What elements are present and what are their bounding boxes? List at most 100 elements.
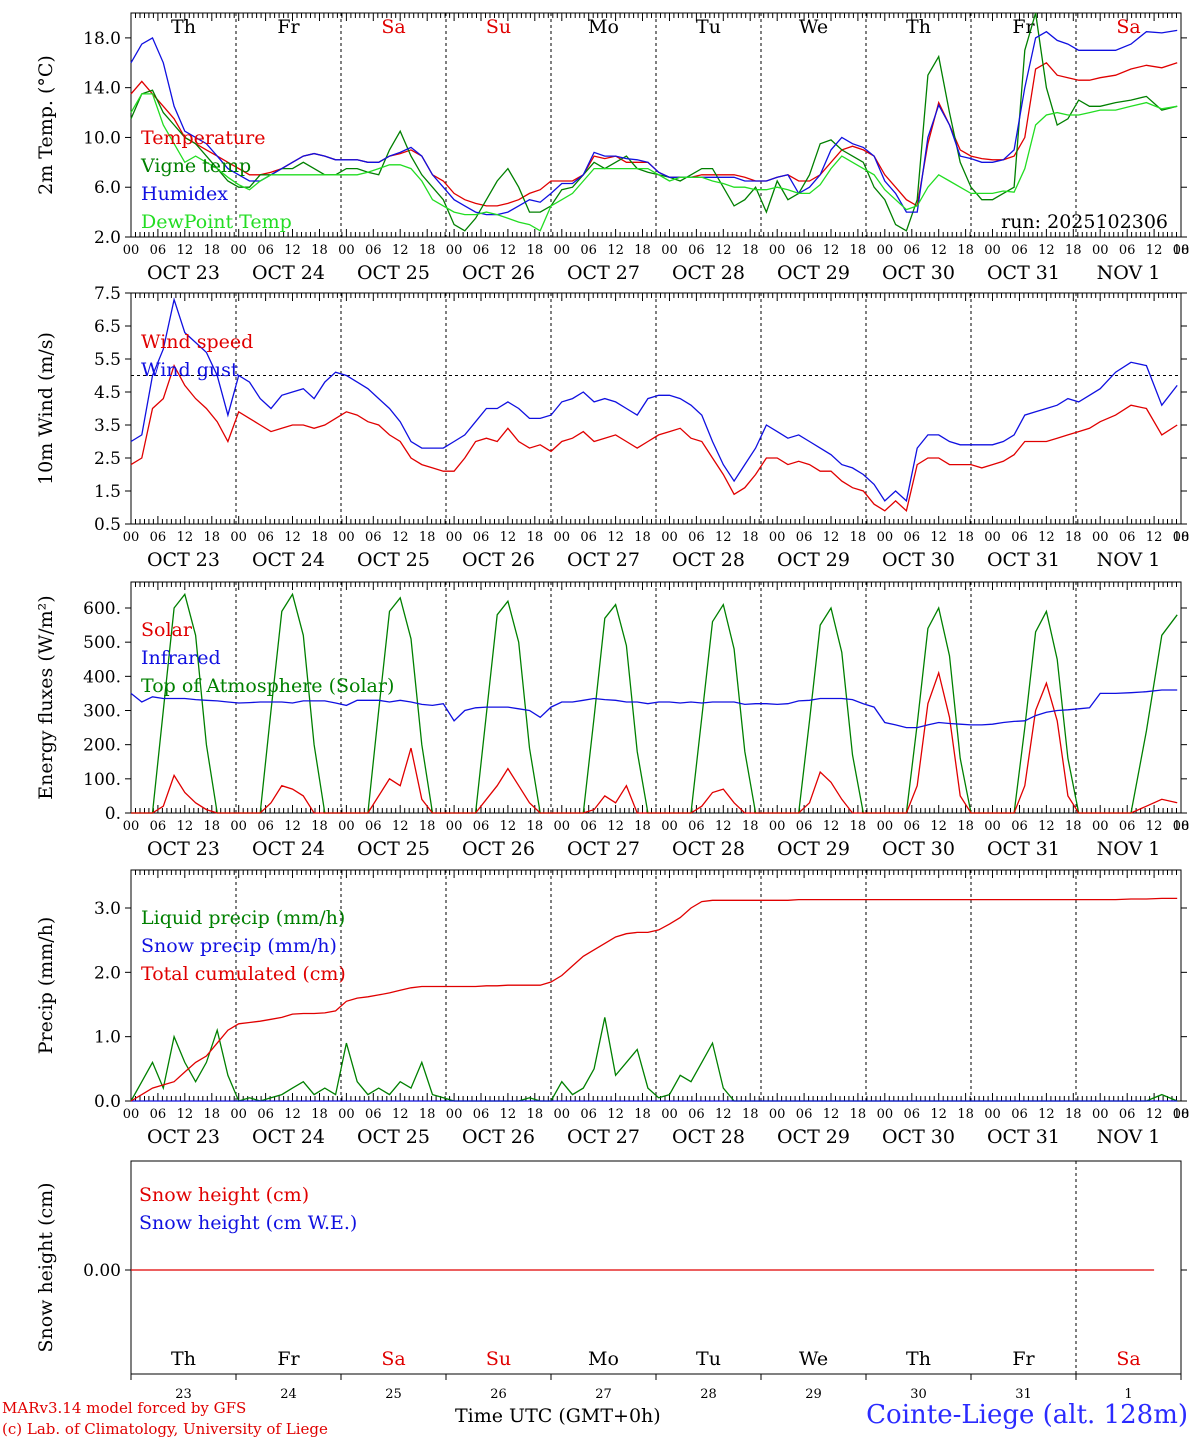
hour-label: 06 bbox=[796, 1107, 813, 1122]
date-label: NOV 1 bbox=[1097, 838, 1161, 860]
date-label: OCT 24 bbox=[252, 262, 325, 284]
hour-label: 18 bbox=[203, 243, 220, 258]
hour-label: 00 bbox=[877, 530, 894, 545]
date-label: OCT 25 bbox=[357, 1126, 430, 1148]
y-tick-label: 1.0 bbox=[94, 1028, 121, 1048]
panel-frame bbox=[130, 12, 1182, 238]
hour-label: 00 bbox=[446, 819, 463, 834]
y-tick-label: 2.0 bbox=[94, 228, 121, 248]
hour-label: 12 bbox=[1038, 819, 1055, 834]
hour-label: 12 bbox=[607, 243, 624, 258]
hour-label: 18 bbox=[634, 1107, 651, 1122]
y-axis-label: 10m Wind (m/s) bbox=[35, 332, 57, 485]
hour-label: 18 bbox=[527, 819, 544, 834]
hour-label: 18 bbox=[527, 243, 544, 258]
hour-label: 00 bbox=[123, 1107, 140, 1122]
legend-wind-speed: Wind speed bbox=[141, 331, 253, 353]
hour-label: 06 bbox=[150, 1107, 167, 1122]
panel-energy: 0. 100. 200. 300. 400. 500. 600. Energy fluxes … bbox=[35, 581, 1190, 860]
y-tick-label: 3.0 bbox=[94, 899, 121, 919]
hour-label: 06 bbox=[365, 819, 382, 834]
hour-label: 00 bbox=[230, 1107, 247, 1122]
date-label: OCT 31 bbox=[987, 1126, 1060, 1148]
weekday-label: Su bbox=[486, 16, 511, 38]
hour-label: 12 bbox=[930, 530, 947, 545]
day-number-label: 30 bbox=[910, 1387, 927, 1402]
weekday-label: Th bbox=[906, 16, 931, 38]
date-label: NOV 1 bbox=[1097, 262, 1161, 284]
y-tick-label: 100. bbox=[83, 770, 121, 790]
date-label: OCT 30 bbox=[882, 262, 955, 284]
hour-label: 18 bbox=[850, 1107, 867, 1122]
date-label: OCT 30 bbox=[882, 838, 955, 860]
hour-label: 00 bbox=[230, 819, 247, 834]
date-label: OCT 29 bbox=[777, 838, 850, 860]
hour-label: 12 bbox=[823, 530, 840, 545]
hour-label: 12 bbox=[392, 1107, 409, 1122]
hour-label: 00 bbox=[1092, 819, 1109, 834]
y-tick-label: 3.5 bbox=[94, 416, 121, 436]
date-label: OCT 28 bbox=[672, 838, 745, 860]
y-tick-label: 10.0 bbox=[83, 128, 121, 148]
date-label: OCT 26 bbox=[462, 838, 535, 860]
hour-label: 06 bbox=[150, 530, 167, 545]
y-tick-label: 2.5 bbox=[94, 449, 121, 469]
date-label: OCT 26 bbox=[462, 262, 535, 284]
hour-label: 00 bbox=[984, 819, 1001, 834]
hour-label: 12 bbox=[607, 530, 624, 545]
hour-label: 18 bbox=[203, 819, 220, 834]
hour-label: 12 bbox=[823, 1107, 840, 1122]
hour-label: 06 bbox=[1011, 819, 1028, 834]
date-label: OCT 23 bbox=[147, 838, 220, 860]
series-green bbox=[130, 1017, 1178, 1102]
legend-vigne-temp: Vigne temp bbox=[140, 155, 251, 177]
hour-label: 00 bbox=[338, 819, 355, 834]
weekday-label: Sa bbox=[1116, 1348, 1140, 1370]
series-blue bbox=[130, 29, 1178, 216]
hour-label: 00 bbox=[338, 243, 355, 258]
hour-label: 00 bbox=[1092, 243, 1109, 258]
day-number-label: 25 bbox=[385, 1387, 402, 1402]
hour-label: 18 bbox=[1173, 1107, 1190, 1122]
hour-label: 06 bbox=[150, 819, 167, 834]
hour-label: 06 bbox=[903, 243, 920, 258]
hour-label: 12 bbox=[715, 819, 732, 834]
hour-label: 00 bbox=[123, 530, 140, 545]
date-label: OCT 24 bbox=[252, 549, 325, 571]
series-lightgreen bbox=[130, 93, 1178, 232]
y-axis-label: 2m Temp. (°C) bbox=[35, 55, 57, 195]
hour-label: 00 bbox=[123, 243, 140, 258]
hour-label: 00 bbox=[984, 1107, 1001, 1122]
hour-label: 12 bbox=[1038, 1107, 1055, 1122]
hour-label: 18 bbox=[311, 1107, 328, 1122]
hour-label: 06 bbox=[1011, 530, 1028, 545]
hour-label: 06 bbox=[688, 243, 705, 258]
hour-label: 12 bbox=[715, 530, 732, 545]
y-tick-label: 6.0 bbox=[94, 178, 121, 198]
date-label: OCT 23 bbox=[147, 549, 220, 571]
day-number-label: 28 bbox=[700, 1387, 717, 1402]
y-tick-label: 6.5 bbox=[94, 317, 121, 337]
panel-snow: 0.00 Snow height (cm) Snow height (cm) Snow… bbox=[35, 1160, 1187, 1402]
panel-wind: 0.5 1.5 2.5 3.5 4.5 5.5 6.5 7.5 10m Wind (m/s) Wi… bbox=[35, 284, 1189, 571]
date-label: OCT 30 bbox=[882, 1126, 955, 1148]
hour-label: 12 bbox=[392, 530, 409, 545]
hour-label: 18 bbox=[527, 530, 544, 545]
hour-label: 06 bbox=[257, 243, 274, 258]
hour-label: 00 bbox=[123, 819, 140, 834]
top-hour-ticks bbox=[130, 870, 1182, 878]
hour-label: 00 bbox=[984, 530, 1001, 545]
y-tick-label: 14.0 bbox=[83, 79, 121, 99]
hour-label: 18 bbox=[742, 243, 759, 258]
hour-label: 12 bbox=[500, 819, 517, 834]
weekday-label: Tu bbox=[696, 16, 721, 38]
y-axis-label: Precip (mm/h) bbox=[35, 917, 57, 1055]
hour-label: 18 bbox=[1173, 819, 1190, 834]
y-tick-label: 400. bbox=[83, 667, 121, 687]
legend-liquid-precip-mm-h: Liquid precip (mm/h) bbox=[141, 907, 345, 929]
hour-label: 06 bbox=[257, 1107, 274, 1122]
hour-label: 18 bbox=[419, 819, 436, 834]
time-axis-label: Time UTC (GMT+0h) bbox=[455, 1405, 661, 1427]
day-number-label: 23 bbox=[175, 1387, 192, 1402]
hour-label: 00 bbox=[661, 819, 678, 834]
